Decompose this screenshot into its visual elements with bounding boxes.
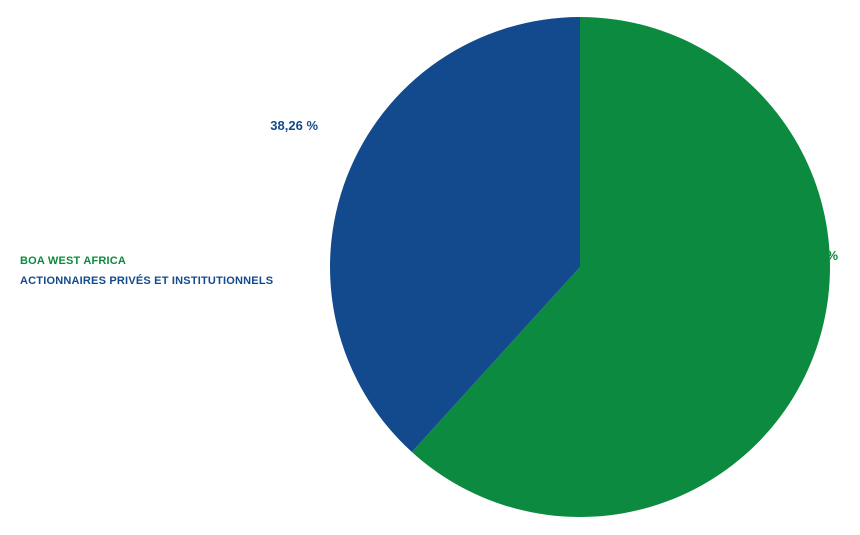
pie-chart: 61,74 % 38,26 % xyxy=(0,0,860,535)
chart-container: BOA WEST AFRICA ACTIONNAIRES PRIVÉS ET I… xyxy=(0,0,860,535)
slice-value-label-boa: 61,74 % xyxy=(790,248,838,263)
slice-value-label-actionnaires: 38,26 % xyxy=(270,118,318,133)
